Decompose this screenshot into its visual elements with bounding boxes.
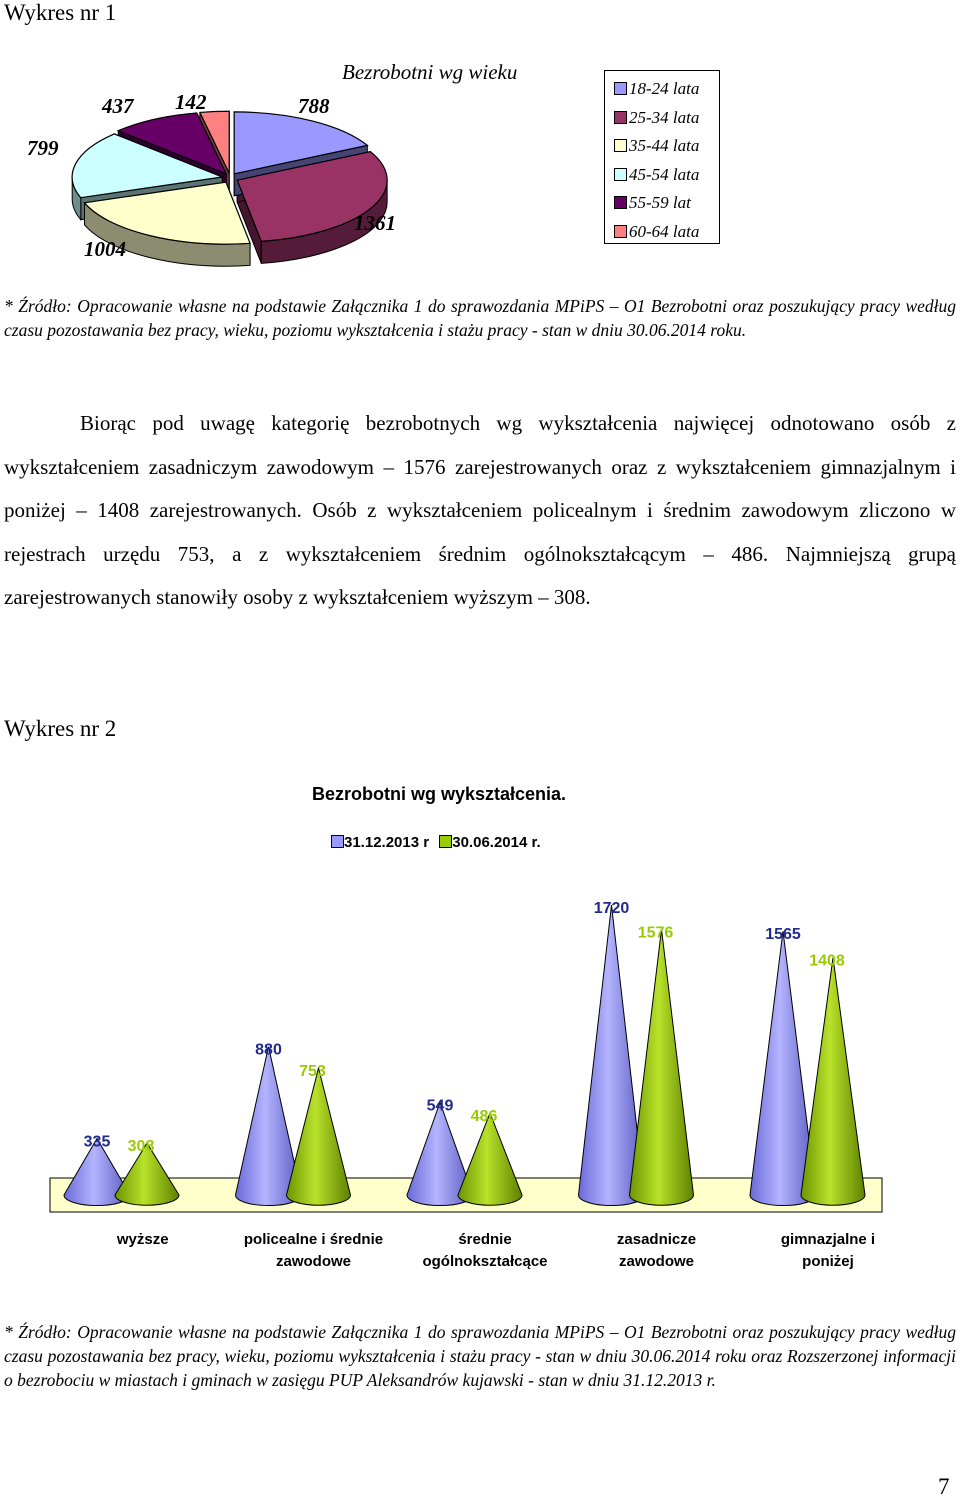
cone-4-1 <box>800 957 866 1206</box>
cone-0-1 <box>114 1142 180 1206</box>
chart1-heading: Wykres nr 1 <box>4 0 117 25</box>
cone-value-label: 753 <box>299 1063 326 1080</box>
pie-legend-swatch <box>614 225 627 238</box>
pie-legend-item: 35-44 lata <box>614 136 700 156</box>
pie-legend-label: 55-59 lat <box>629 193 691 213</box>
chart2-heading: Wykres nr 2 <box>4 716 117 741</box>
pie-slice-1 <box>236 150 388 242</box>
education-paragraph-text: Biorąc pod uwagę kategorię bezrobotnych … <box>4 411 956 610</box>
pie-slice-5 <box>198 110 230 174</box>
page-number: 7 <box>938 1474 950 1499</box>
cone-3-1 <box>628 929 695 1206</box>
pie-slice-3 <box>71 133 225 199</box>
cone-1-1 <box>285 1067 352 1206</box>
chart1-source-note: * Źródło: Opracowanie własne na podstawi… <box>4 296 956 340</box>
pie-legend-item: 25-34 lata <box>614 107 700 128</box>
pie-legend-label: 18-24 lata <box>629 79 700 98</box>
cone-chart-legend: 31.12.2013 r 30.06.2014 r. <box>331 834 541 851</box>
cone-value-label: 486 <box>471 1108 498 1125</box>
pie-legend: 18-24 lata 25-34 lata 35-44 lata 45-54 lata… <box>604 70 720 244</box>
pie-legend-item: 60-64 lata <box>614 222 700 242</box>
category-label: policealne i średnie zawodowe <box>243 1231 384 1270</box>
age-pie-chart <box>71 110 388 267</box>
pie-legend-swatch <box>614 82 627 95</box>
cone-value-label: 1720 <box>594 900 630 917</box>
legend-label-2014: 30.06.2014 r. <box>452 834 541 851</box>
pie-legend-item: 55-59 lat <box>614 193 691 213</box>
legend-swatch-2014 <box>439 835 453 848</box>
pie-legend-swatch <box>614 139 627 153</box>
category-label: wyższe <box>116 1231 169 1248</box>
pie-legend-swatch <box>614 167 627 181</box>
pie-label-35-44: 1004 <box>84 237 126 261</box>
pie-label-60-64: 142 <box>175 90 207 114</box>
category-label: średnie ogólnokształcące <box>422 1231 548 1270</box>
pie-chart-title: Bezrobotni wg wieku <box>342 60 518 84</box>
pie-legend-swatch <box>614 110 627 124</box>
pie-legend-label: 25-34 lata <box>629 107 700 127</box>
cone-chart-title: Bezrobotni wg wykształcenia. <box>312 784 567 804</box>
pie-label-18-24: 788 <box>298 94 330 118</box>
pie-label-25-34: 1361 <box>354 211 396 235</box>
chart2-source-note: * Źródło: Opracowanie własne na podstawi… <box>4 1322 956 1390</box>
cone-value-label: 1565 <box>765 926 801 943</box>
pie-label-55-59: 437 <box>102 94 134 118</box>
category-label: zasadnicze zawodowe <box>616 1231 697 1270</box>
pie-legend-label: 60-64 lata <box>629 222 700 241</box>
category-label: gimnazjalne i poniżej <box>780 1231 876 1270</box>
pie-legend-label: 35-44 lata <box>629 136 700 156</box>
legend-label-2013: 31.12.2013 r <box>344 834 430 851</box>
pie-label-45-54: 799 <box>27 136 59 160</box>
pie-legend-swatch <box>614 196 627 210</box>
pie-slice-0 <box>233 111 369 175</box>
education-paragraph: Biorąc pod uwagę kategorię bezrobotnych … <box>4 402 956 620</box>
cone-value-label: 880 <box>255 1042 282 1059</box>
pie-legend-label: 45-54 lata <box>629 164 700 184</box>
pie-legend-item: 18-24 lata <box>614 79 700 99</box>
cone-value-label: 335 <box>84 1134 111 1151</box>
education-cone-chart: 335 308 880 753 549 486 1720 1576 1565 1408 <box>49 900 883 1213</box>
pie-legend-item: 45-54 lata <box>614 164 700 185</box>
cone-value-label: 308 <box>128 1138 155 1155</box>
cone-value-label: 1576 <box>638 924 674 941</box>
cone-value-label: 1408 <box>809 953 845 970</box>
pie-slice-2 <box>83 181 251 245</box>
cone-value-label: 549 <box>427 1097 454 1114</box>
legend-swatch-2013 <box>331 835 344 848</box>
cone-2-1 <box>457 1111 523 1206</box>
pie-slice-4 <box>116 112 228 175</box>
